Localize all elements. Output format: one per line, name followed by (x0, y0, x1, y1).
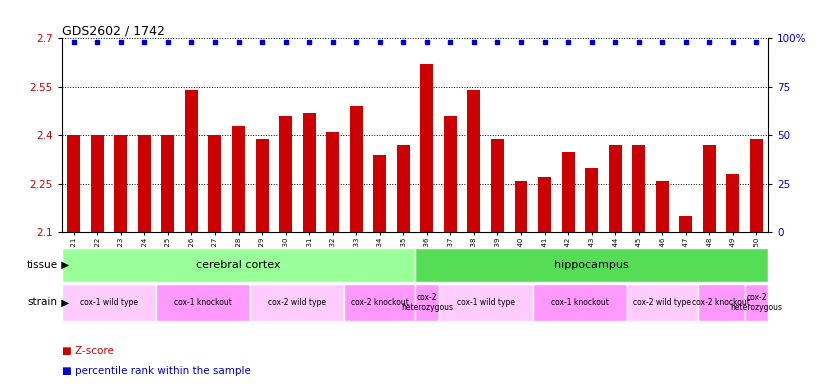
Text: ■ Z-score: ■ Z-score (62, 346, 114, 356)
Bar (420, 64, 434, 232)
Bar (138, 136, 151, 232)
Bar (656, 180, 669, 232)
Text: cox-2
heterozygous: cox-2 heterozygous (730, 293, 782, 312)
Bar (703, 145, 716, 232)
Text: cox-2 knockout: cox-2 knockout (692, 298, 750, 307)
Bar (156, 284, 250, 321)
Bar (750, 139, 763, 232)
Bar (302, 113, 316, 232)
Text: ■ percentile rank within the sample: ■ percentile rank within the sample (62, 366, 251, 376)
Text: cerebral cortex: cerebral cortex (197, 260, 281, 270)
Bar (62, 248, 415, 282)
Bar (562, 152, 575, 232)
Bar (91, 136, 104, 232)
Bar (344, 284, 415, 321)
Text: ▶: ▶ (58, 260, 69, 270)
Bar (745, 284, 768, 321)
Bar (491, 139, 504, 232)
Bar (679, 216, 692, 232)
Bar (373, 155, 387, 232)
Bar (326, 132, 339, 232)
Text: cox-1 knockout: cox-1 knockout (551, 298, 609, 307)
Bar (415, 248, 768, 282)
Text: tissue: tissue (26, 260, 58, 270)
Bar (279, 116, 292, 232)
Bar (632, 145, 645, 232)
Bar (697, 284, 745, 321)
Bar (585, 168, 598, 232)
Text: cox-2 wild type: cox-2 wild type (268, 298, 326, 307)
Bar (415, 284, 439, 321)
Text: ▶: ▶ (58, 297, 69, 308)
Text: cox-1 wild type: cox-1 wild type (457, 298, 515, 307)
Bar (726, 174, 739, 232)
Bar (255, 139, 268, 232)
Bar (468, 90, 481, 232)
Bar (627, 284, 697, 321)
Bar (396, 145, 410, 232)
Bar (533, 284, 627, 321)
Bar (444, 116, 457, 232)
Text: cox-1 knockout: cox-1 knockout (174, 298, 232, 307)
Text: strain: strain (28, 297, 58, 308)
Text: cox-2
heterozygous: cox-2 heterozygous (401, 293, 453, 312)
Text: cox-2 wild type: cox-2 wild type (634, 298, 691, 307)
Bar (515, 180, 528, 232)
Bar (67, 136, 80, 232)
Bar (161, 136, 174, 232)
Bar (439, 284, 533, 321)
Bar (538, 177, 551, 232)
Bar (208, 136, 221, 232)
Bar (349, 106, 363, 232)
Text: hippocampus: hippocampus (554, 260, 629, 270)
Bar (62, 284, 156, 321)
Text: cox-2 knockout: cox-2 knockout (351, 298, 409, 307)
Bar (250, 284, 344, 321)
Bar (185, 90, 198, 232)
Text: GDS2602 / 1742: GDS2602 / 1742 (62, 24, 165, 37)
Bar (114, 136, 127, 232)
Bar (232, 126, 245, 232)
Text: cox-1 wild type: cox-1 wild type (80, 298, 138, 307)
Bar (609, 145, 622, 232)
